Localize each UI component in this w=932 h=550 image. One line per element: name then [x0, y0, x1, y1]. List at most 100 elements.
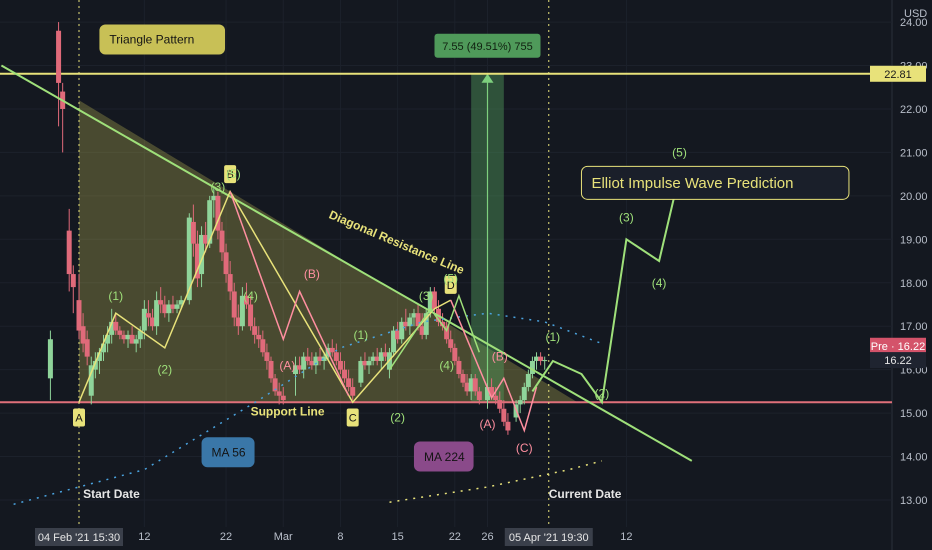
callout-text: MA 56	[212, 445, 246, 459]
candle-body	[497, 400, 503, 409]
candle-body	[170, 304, 176, 309]
candle-body	[211, 195, 217, 201]
x-tick-label: 22	[449, 531, 461, 543]
corrective-wave-line	[229, 191, 350, 397]
date-tag-text: 04 Feb '21 15:30	[38, 532, 120, 544]
wave-count-label: (2)	[157, 363, 172, 377]
currency-label: USD	[904, 8, 927, 20]
candle-body	[293, 365, 299, 374]
candle-body	[538, 356, 544, 361]
callout-box	[99, 24, 226, 55]
callout-text: Elliot Impulse Wave Prediction	[591, 175, 793, 192]
price-tag-text: 16.22	[884, 355, 912, 367]
y-tick-label: 24.00	[900, 17, 928, 29]
candle-body	[272, 378, 278, 392]
x-tick-label: 8	[337, 531, 343, 543]
measure-label: 7.55 (49.51%) 755	[442, 41, 533, 53]
annotation-text: Current Date	[549, 487, 622, 501]
y-tick-label: 18.00	[900, 278, 928, 290]
candle-body	[317, 356, 323, 361]
candle-body	[264, 352, 270, 361]
candle-body	[476, 391, 482, 401]
annotation-text: Start Date	[83, 487, 140, 501]
candle-body	[174, 304, 180, 309]
candle-body	[215, 195, 221, 231]
candle-body	[231, 291, 237, 318]
wave-count-label: (3)	[211, 180, 226, 194]
date-tag-box	[504, 528, 593, 546]
wave-count-label: (B)	[304, 267, 320, 281]
candle-body	[137, 330, 143, 340]
candle-body	[125, 334, 131, 340]
candle-body	[248, 304, 254, 327]
candle-body	[489, 387, 495, 396]
candle-body	[505, 421, 511, 431]
candle-body	[521, 387, 527, 401]
x-tick-label: 12	[138, 531, 150, 543]
candle-body	[145, 313, 151, 318]
price-tag-box	[870, 65, 926, 82]
price-tag-text: Pre · 16.22	[871, 341, 925, 353]
annotation-text: Support Line	[251, 404, 325, 418]
candle-body	[227, 274, 233, 292]
callout-box	[580, 165, 850, 200]
candle-body	[395, 330, 401, 340]
candle-body	[419, 326, 425, 335]
candle-body	[370, 356, 376, 361]
candle-body	[362, 360, 368, 366]
measure-arrow-head	[481, 73, 494, 83]
candle-body	[431, 291, 437, 309]
green-wave-line	[388, 293, 481, 371]
ma-224-line	[389, 460, 603, 503]
candle-body	[203, 234, 209, 244]
candle-body	[382, 352, 388, 357]
wave-count-label: (A)	[279, 358, 295, 372]
candle-body	[178, 300, 184, 305]
candle-body	[243, 295, 249, 305]
candle-body	[162, 304, 168, 314]
candle-body	[158, 300, 164, 305]
candle-body	[350, 387, 356, 396]
x-tick-label: Mar	[274, 531, 293, 543]
candle-body	[223, 252, 229, 275]
price-tag-box	[870, 337, 926, 354]
candle-body	[378, 352, 384, 361]
candle-body	[337, 360, 343, 370]
candle-body	[141, 308, 147, 331]
wave-point-label: B	[226, 169, 233, 181]
triangle-pattern-fill	[79, 100, 578, 403]
price-axis-panel	[892, 0, 932, 550]
wave-count-label: (5)	[443, 271, 458, 285]
candle-body	[456, 360, 462, 374]
candle-body	[276, 391, 282, 396]
candle-body	[374, 356, 380, 361]
candle-body	[391, 330, 397, 353]
wave-count-label: (C)	[516, 441, 533, 455]
candle-body	[517, 400, 523, 405]
y-tick-label: 13.00	[900, 495, 928, 507]
candle-body	[366, 360, 372, 366]
candle-body	[346, 378, 352, 388]
candle-body	[444, 326, 450, 340]
candle-body	[468, 378, 474, 392]
candle-body	[88, 365, 94, 396]
candle-body	[235, 317, 241, 327]
wave-point-box	[224, 165, 237, 184]
candle-body	[415, 313, 421, 327]
wave-count-label: (3)	[419, 289, 434, 303]
candle-body	[534, 356, 540, 361]
callout-text: Triangle Pattern	[109, 33, 194, 47]
candle-body	[121, 334, 127, 340]
candle-body	[70, 274, 76, 288]
candle-body	[268, 360, 274, 379]
candle-body	[56, 30, 62, 83]
candle-body	[297, 365, 303, 370]
candle-body	[239, 295, 245, 327]
candle-body	[452, 347, 458, 361]
wave-point-label: D	[447, 280, 455, 292]
candle-body	[342, 369, 348, 379]
candle-body	[329, 347, 335, 353]
wave-count-label: (1)	[546, 330, 561, 344]
